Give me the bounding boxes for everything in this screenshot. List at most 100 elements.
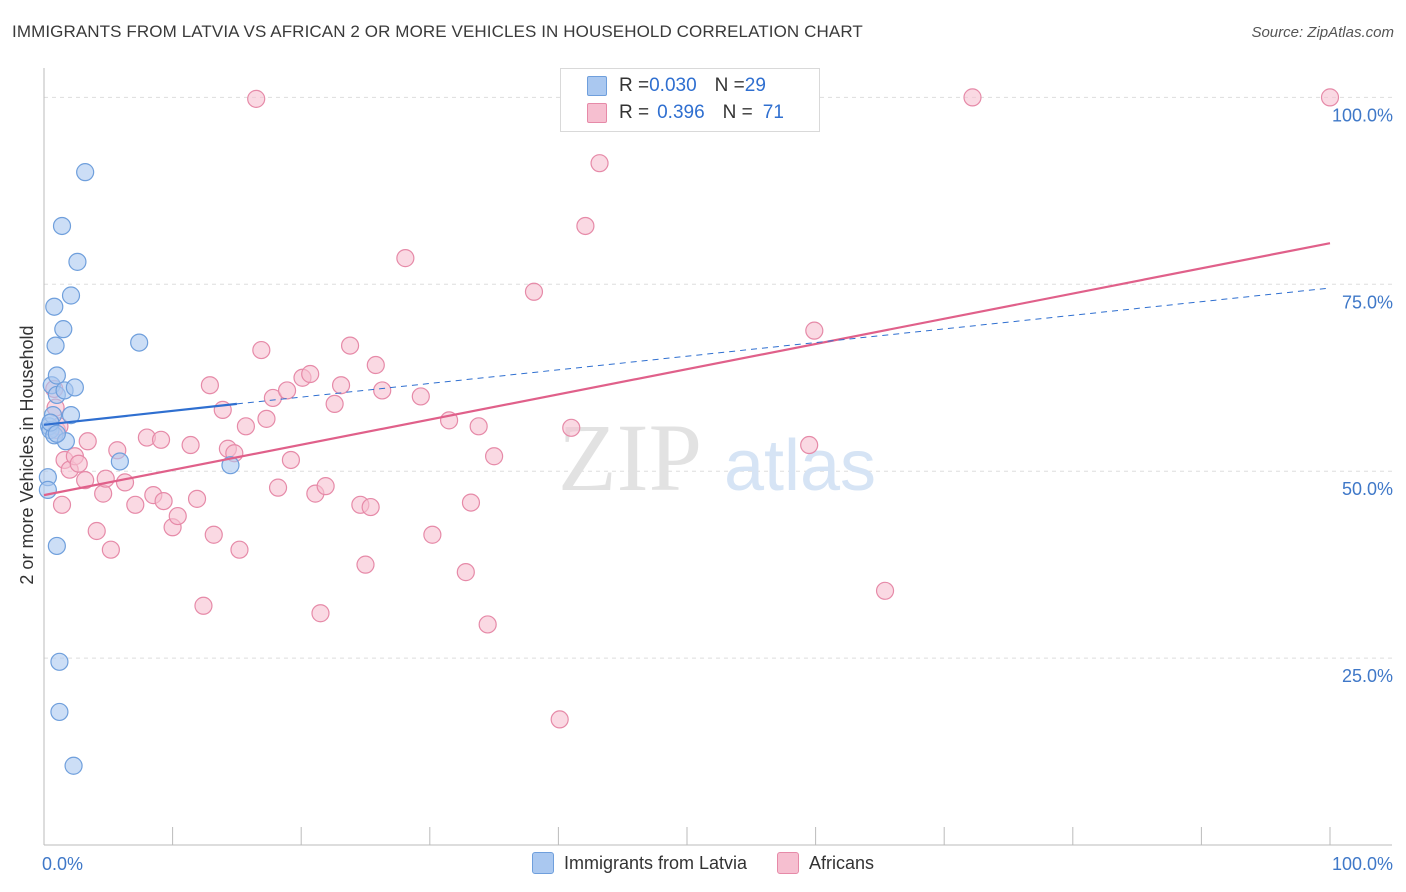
source-credit: Source: ZipAtlas.com	[1251, 24, 1394, 41]
african-point	[76, 471, 95, 490]
african-point	[187, 489, 207, 508]
african-trend-line	[43, 242, 1331, 497]
african-point	[115, 473, 135, 492]
legend-label-africans: Africans	[809, 852, 875, 873]
latvia-point	[38, 480, 57, 499]
african-point	[154, 491, 173, 511]
grid-layer	[44, 96, 1392, 659]
african-point	[311, 604, 330, 623]
african-point	[524, 282, 544, 301]
african-point	[87, 521, 106, 541]
african-point	[356, 555, 375, 574]
x-tick-label: 100.0%	[1332, 854, 1393, 874]
african-point	[277, 381, 297, 400]
african-point	[590, 154, 609, 173]
latvia-point	[64, 756, 83, 775]
x-tick-label: 0.0%	[42, 854, 83, 874]
latvia-point	[54, 320, 73, 339]
latvia-point	[52, 216, 72, 236]
latvia-point	[68, 252, 87, 271]
r-value: 0.396	[657, 102, 705, 123]
african-point	[456, 563, 475, 582]
african-point	[875, 581, 895, 600]
n-label: N =	[722, 102, 753, 123]
african-point	[461, 493, 481, 512]
latvia-swatch	[587, 76, 607, 96]
african-point	[281, 450, 301, 470]
latvia-point	[65, 378, 84, 397]
african-point	[181, 435, 200, 455]
latvia-trend-line	[43, 402, 238, 426]
african-point	[247, 89, 266, 108]
r-label: R =	[619, 102, 650, 123]
watermark-atlas: atlas	[724, 426, 876, 506]
africans-swatch	[587, 103, 607, 123]
latvia-point	[47, 366, 66, 385]
african-point	[550, 710, 569, 729]
y-tick-label: 25.0%	[1342, 666, 1393, 686]
latvia-point	[130, 333, 149, 352]
points-layer	[38, 88, 1340, 775]
african-point	[1320, 88, 1340, 107]
watermark: ZIP atlas	[558, 404, 876, 511]
latvia-point	[221, 456, 240, 475]
african-point	[94, 484, 113, 503]
african-point	[411, 387, 430, 406]
y-tick-label: 100.0%	[1332, 105, 1393, 125]
n-label: N =	[714, 75, 745, 96]
african-point	[268, 478, 288, 497]
african-point	[200, 376, 219, 395]
y-tick-label: 75.0%	[1342, 292, 1393, 312]
trend-layer	[43, 242, 1331, 497]
latvia-point	[76, 163, 95, 182]
african-point	[396, 249, 415, 268]
african-point	[562, 418, 581, 437]
n-value: 71	[762, 102, 784, 123]
african-point	[800, 435, 819, 455]
african-point	[257, 409, 276, 428]
legend-item-africans[interactable]: Africans	[777, 852, 874, 874]
african-point	[236, 417, 256, 436]
legend-row-africans: R = 0.396 N = 71	[587, 101, 784, 125]
african-point	[478, 615, 497, 634]
african-point	[485, 447, 504, 466]
african-point	[69, 454, 88, 473]
legend-label-latvia: Immigrants from Latvia	[563, 852, 748, 873]
axis-layer: 25.0% 50.0% 75.0% 100.0% 0.0% 100.0%	[42, 68, 1393, 874]
latvia-point	[47, 536, 66, 556]
african-point	[151, 430, 171, 449]
latvia-point	[50, 652, 69, 671]
latvia-point	[47, 424, 66, 443]
african-point	[423, 525, 442, 544]
african-point	[263, 388, 283, 408]
latvia-swatch	[531, 852, 554, 874]
chart-title: IMMIGRANTS FROM LATVIA VS AFRICAN 2 OR M…	[12, 22, 863, 41]
r-label: R =	[619, 75, 650, 96]
african-point	[230, 540, 249, 559]
latvia-point	[61, 286, 81, 305]
legend-item-latvia[interactable]: Immigrants from Latvia	[531, 852, 748, 874]
africans-swatch	[777, 852, 800, 874]
correlation-legend: R = 0.030 N = 29 R = 0.396 N = 71	[560, 68, 820, 132]
african-point	[204, 525, 223, 544]
latvia-trend-extension	[236, 287, 1331, 405]
n-value: 29	[744, 75, 766, 96]
latvia-point	[61, 406, 81, 425]
latvia-point	[45, 297, 64, 316]
african-point	[366, 355, 385, 375]
african-point	[469, 417, 488, 436]
african-point	[101, 540, 120, 559]
latvia-point	[46, 336, 65, 355]
african-point	[805, 321, 824, 340]
african-point	[361, 497, 380, 517]
african-point	[301, 364, 320, 384]
african-point	[316, 477, 335, 496]
latvia-point	[110, 452, 129, 471]
r-value: 0.030	[649, 75, 697, 96]
african-point	[168, 506, 187, 526]
african-point	[331, 376, 351, 395]
african-point	[126, 495, 145, 514]
african-point	[78, 432, 97, 451]
african-point	[963, 88, 982, 107]
